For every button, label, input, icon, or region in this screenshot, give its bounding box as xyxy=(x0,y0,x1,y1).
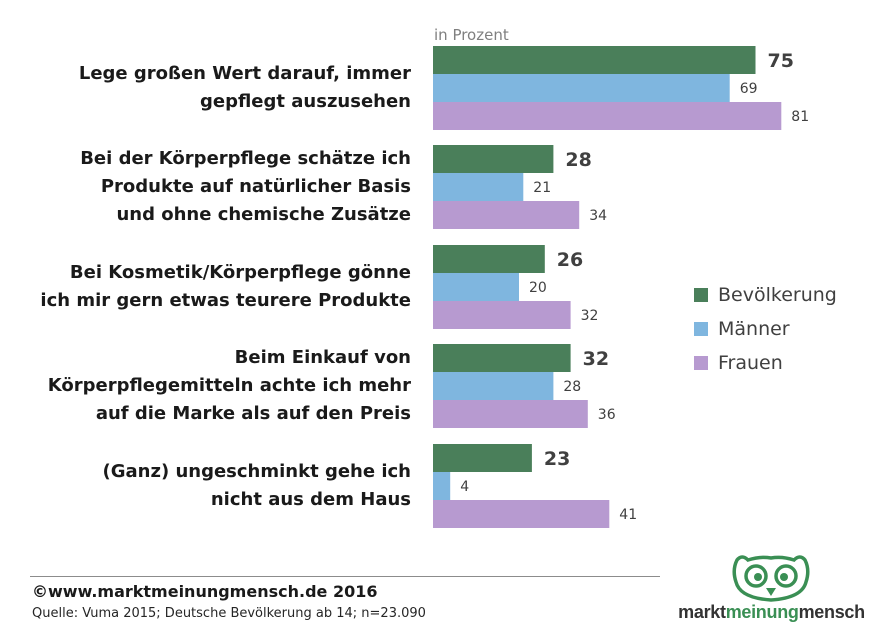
copyright-text: ©www.marktmeinungmensch.de 2016 xyxy=(32,582,378,601)
category-label-line: Produkte auf natürlicher Basis xyxy=(100,176,411,197)
bar-maenner-4 xyxy=(433,372,554,400)
value-label-frauen-3: 32 xyxy=(581,308,599,324)
bar-bevoelkerung-3 xyxy=(433,245,545,273)
source-text: Quelle: Vuma 2015; Deutsche Bevölkerung … xyxy=(32,606,426,621)
bar-frauen-5 xyxy=(433,500,610,528)
bar-frauen-3 xyxy=(433,301,571,329)
category-label-5: (Ganz) ungeschminkt gehe ich nicht aus de… xyxy=(103,458,411,514)
bar-bevoelkerung-4 xyxy=(433,344,571,372)
value-label-maenner-3: 20 xyxy=(529,280,547,296)
legend-label-bevoelkerung: Bevölkerung xyxy=(718,284,837,306)
category-label-line: nicht aus dem Haus xyxy=(210,489,411,510)
value-label-maenner-5: 4 xyxy=(460,479,469,495)
value-label-bevoelkerung-4: 32 xyxy=(583,348,609,370)
value-label-bevoelkerung-5: 23 xyxy=(544,448,570,470)
legend-swatch-maenner xyxy=(694,322,708,336)
legend-item-maenner: Männer xyxy=(694,312,837,346)
category-label-line: Bei der Körperpflege schätze ich xyxy=(80,148,411,169)
bar-maenner-1 xyxy=(433,74,730,102)
unit-label: in Prozent xyxy=(434,26,509,44)
logo-word-markt: markt xyxy=(678,602,726,622)
legend-item-frauen: Frauen xyxy=(694,346,837,380)
bar-bevoelkerung-1 xyxy=(433,46,756,74)
legend-swatch-frauen xyxy=(694,356,708,370)
legend-label-frauen: Frauen xyxy=(718,352,783,374)
footer-divider xyxy=(30,576,660,577)
owl-logo-icon xyxy=(732,555,810,602)
value-label-frauen-5: 41 xyxy=(619,507,637,523)
category-label-1: Lege großen Wert darauf, immer gepflegt a… xyxy=(79,60,411,116)
bar-frauen-2 xyxy=(433,201,580,229)
value-label-frauen-4: 36 xyxy=(598,407,616,423)
legend-label-maenner: Männer xyxy=(718,318,790,340)
value-label-maenner-1: 69 xyxy=(740,81,758,97)
value-label-maenner-2: 21 xyxy=(533,180,551,196)
bar-frauen-1 xyxy=(433,102,782,130)
category-label-line: gepflegt auszusehen xyxy=(199,91,411,112)
logo-word-meinung: meinung xyxy=(725,602,799,622)
category-label-line: und ohne chemische Zusätze xyxy=(116,204,411,225)
value-label-bevoelkerung-1: 75 xyxy=(768,50,794,72)
value-label-maenner-4: 28 xyxy=(563,379,581,395)
bar-frauen-4 xyxy=(433,400,588,428)
logo: marktmeinungmensch xyxy=(664,552,879,630)
category-label-line: Körperpflegemitteln achte ich mehr xyxy=(47,375,411,396)
legend: Bevölkerung Männer Frauen xyxy=(694,278,837,380)
bar-bevoelkerung-5 xyxy=(433,444,532,472)
category-label-line: Lege großen Wert darauf, immer xyxy=(78,63,411,84)
category-label-line: auf die Marke als auf den Preis xyxy=(95,403,411,424)
category-label-line: Bei Kosmetik/Körperpflege gönne xyxy=(69,262,411,283)
bar-bevoelkerung-2 xyxy=(433,145,554,173)
logo-word-mensch: mensch xyxy=(798,602,866,622)
value-label-frauen-2: 34 xyxy=(589,208,607,224)
category-label-2: Bei der Körperpflege schätze ich Produkte… xyxy=(80,145,411,229)
category-label-line: ich mir gern etwas teurere Produkte xyxy=(40,290,411,311)
category-label-line: Beim Einkauf von xyxy=(234,347,411,368)
category-label-line: (Ganz) ungeschminkt gehe ich xyxy=(102,461,411,482)
logo-wordmark: marktmeinungmensch xyxy=(664,602,879,623)
value-label-frauen-1: 81 xyxy=(791,109,809,125)
category-label-4: Beim Einkauf von Körperpflegemitteln acht… xyxy=(48,344,411,428)
legend-item-bevoelkerung: Bevölkerung xyxy=(694,278,837,312)
value-label-bevoelkerung-2: 28 xyxy=(565,149,591,171)
value-label-bevoelkerung-3: 26 xyxy=(557,249,583,271)
bar-maenner-2 xyxy=(433,173,524,201)
bar-maenner-3 xyxy=(433,273,519,301)
legend-swatch-bevoelkerung xyxy=(694,288,708,302)
bar-maenner-5 xyxy=(433,472,451,500)
category-label-3: Bei Kosmetik/Körperpflege gönne ich mir g… xyxy=(40,259,411,315)
